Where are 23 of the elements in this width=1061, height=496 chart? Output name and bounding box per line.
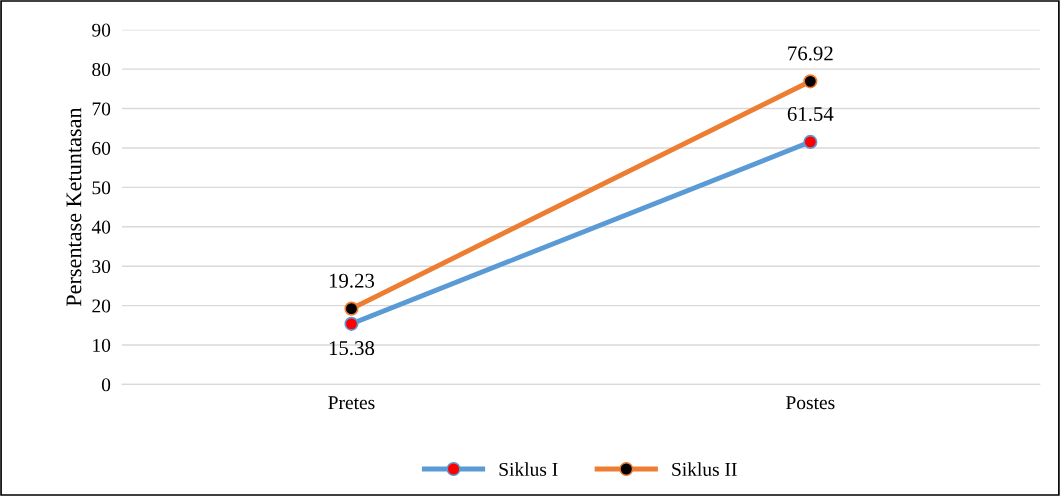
y-tick-label: 20	[92, 299, 111, 313]
y-tick-label: 80	[92, 62, 111, 77]
data-label: 76.92	[788, 46, 833, 61]
x-tick-label: Postes	[786, 396, 835, 410]
legend-label: Siklus I	[499, 462, 558, 476]
y-tick-label: 30	[92, 260, 111, 274]
data-label: 61.54	[787, 107, 834, 122]
y-tick-label: 60	[92, 141, 111, 155]
x-tick-label: Pretes	[328, 396, 375, 410]
y-tick-label: 50	[92, 181, 111, 195]
point	[803, 134, 818, 149]
point	[803, 74, 818, 89]
data-label: 15.38	[329, 341, 375, 356]
y-tick-label: 70	[92, 102, 111, 116]
data-label: 19.23	[329, 273, 375, 288]
y-tick-label: 40	[91, 220, 111, 234]
y-axis-title: Persentase Ketuntasan	[66, 107, 82, 307]
y-tick-label: 90	[92, 23, 111, 37]
point	[344, 316, 359, 331]
y-tick-label: 0	[101, 378, 111, 392]
point	[344, 301, 359, 316]
legend-label: Siklus II	[672, 462, 737, 476]
y-tick-label: 10	[93, 338, 111, 352]
